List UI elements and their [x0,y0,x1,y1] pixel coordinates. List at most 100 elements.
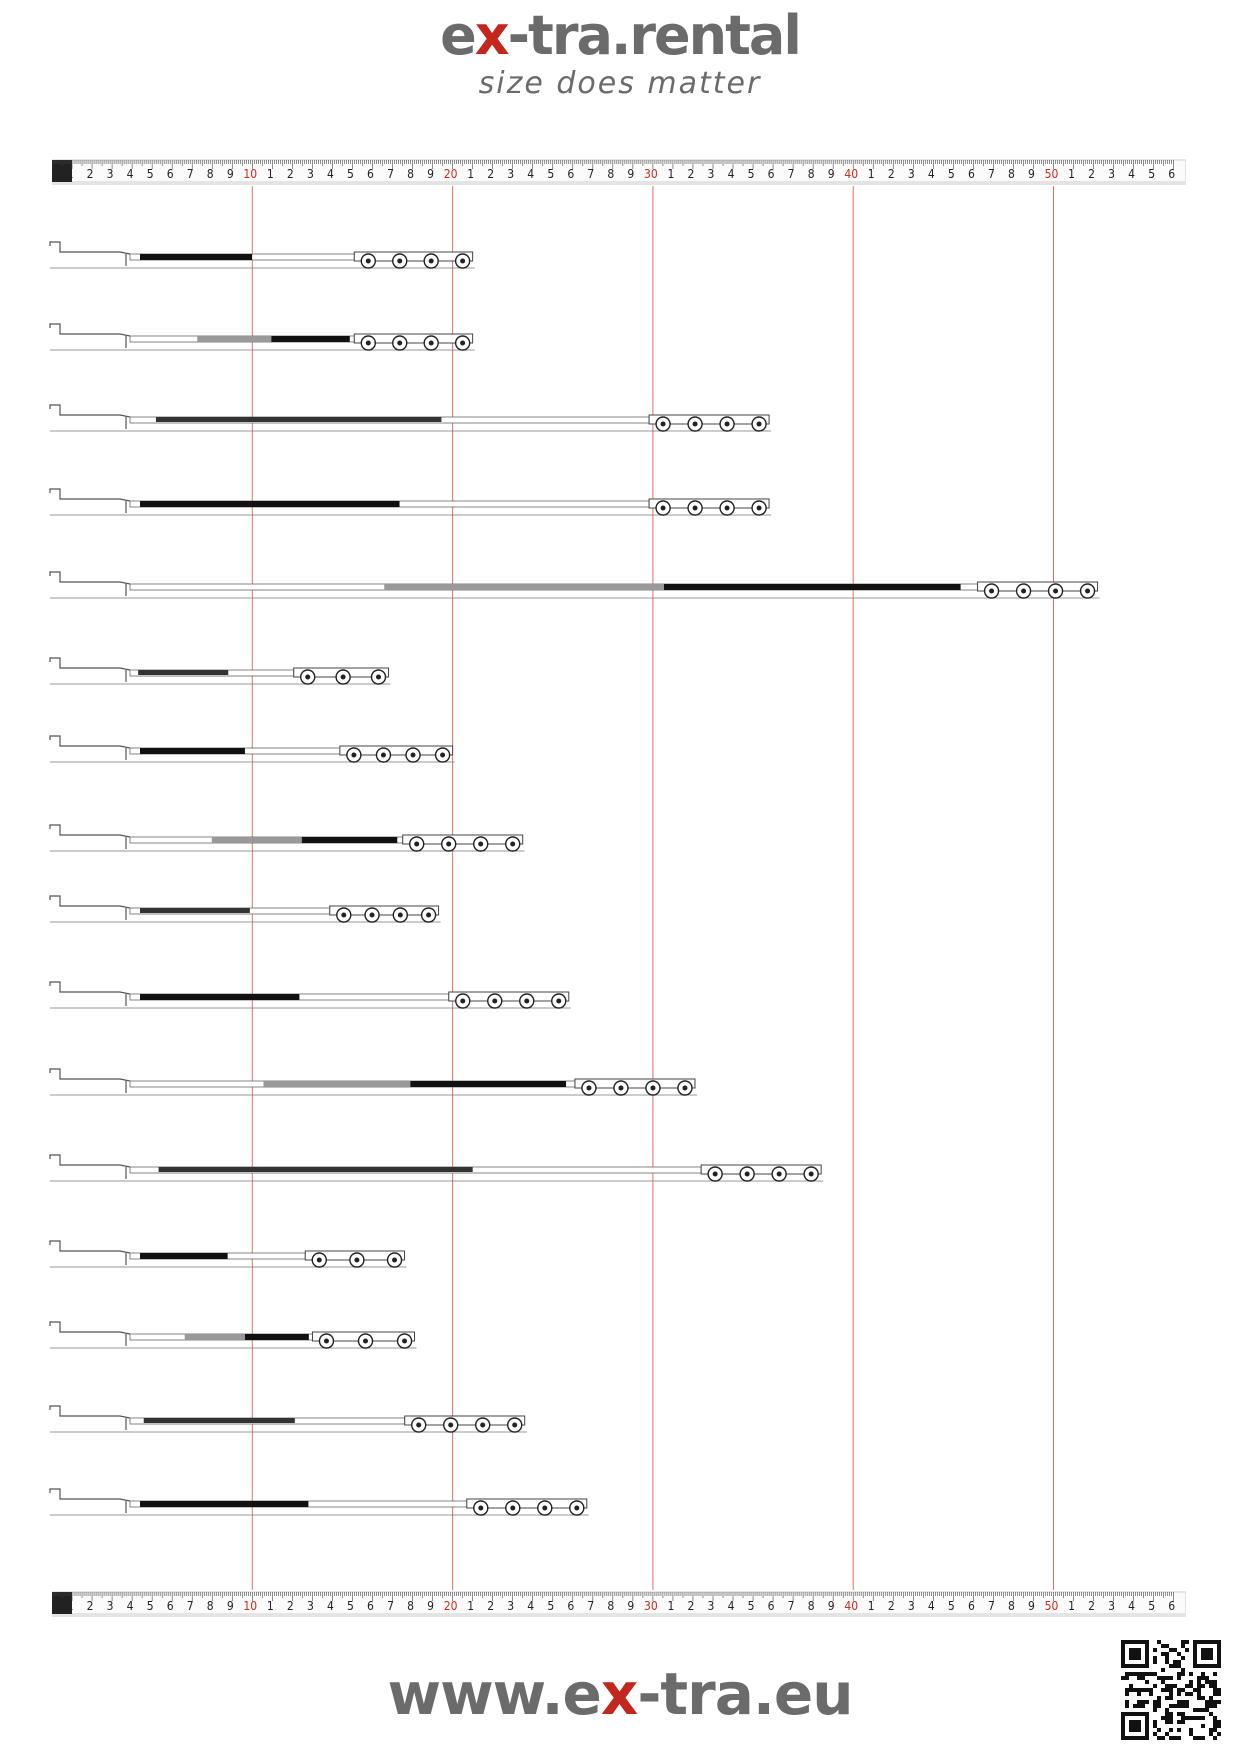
ruler-number: 1 [67,1599,74,1613]
ruler-number: 50 [1045,1599,1059,1613]
ruler-number: 9 [828,1599,835,1613]
ruler-number: 3 [908,167,915,181]
ruler-number: 5 [748,1599,755,1613]
ruler-number: 1 [67,167,74,181]
ruler-number: 4 [1128,167,1135,181]
tagline: size does matter [478,66,762,101]
ruler-number: 6 [968,1599,975,1613]
ruler-number: 8 [207,167,214,181]
ruler-number: 2 [888,167,895,181]
ruler-number: 5 [948,1599,955,1613]
tape-hook [52,160,72,182]
ruler-number: 5 [547,1599,554,1613]
ruler-number: 7 [988,1599,995,1613]
ruler-number: 8 [808,167,815,181]
ruler-number: 8 [1008,167,1015,181]
ruler-number: 4 [1128,1599,1135,1613]
ruler-number: 20 [444,1599,458,1613]
ruler-number: 5 [147,167,154,181]
ruler-number: 8 [207,1599,214,1613]
ruler-number: 1 [467,167,474,181]
ruler-number: 2 [688,167,695,181]
trailer-13 [49,1240,407,1268]
ruler-number: 1 [1068,167,1075,181]
ruler-number: 4 [327,167,334,181]
ruler-number: 9 [627,1599,634,1613]
ruler-number: 5 [147,1599,154,1613]
ruler-number: 3 [107,167,114,181]
trailer-12 [49,1154,824,1182]
ruler-number: 3 [708,1599,715,1613]
measuring-tape-top: 1 2 3 4 5 6 7 8 9 10 1 2 3 4 5 6 7 8 9 20 1 2 3 4 5 6 7 8 9 30 1 2 3 4 5 6 7… [52,159,1186,185]
ruler-number: 5 [347,1599,354,1613]
ruler-number: 30 [644,167,658,181]
ruler-number: 9 [1028,1599,1035,1613]
ruler-number: 4 [527,167,534,181]
ruler-number: 3 [507,167,514,181]
ruler-number: 50 [1045,167,1059,181]
ruler-number: 4 [728,167,735,181]
ruler-number: 8 [407,167,414,181]
trailer-16 [49,1488,589,1516]
trailer-9 [49,895,441,923]
ruler-number: 4 [928,1599,935,1613]
ruler-number: 6 [768,167,775,181]
ruler-number: 2 [87,1599,94,1613]
ruler-number: 8 [407,1599,414,1613]
ruler-number: 3 [1108,1599,1115,1613]
ruler-number: 9 [427,167,434,181]
ruler-number: 7 [587,167,594,181]
ruler-number: 8 [808,1599,815,1613]
ruler-number: 6 [968,167,975,181]
trailer-11 [49,1068,697,1096]
ruler-number: 3 [1108,167,1115,181]
trailer-5 [49,571,1100,599]
ruler-number: 2 [688,1599,695,1613]
trailer-15 [49,1405,527,1433]
ruler-number: 9 [427,1599,434,1613]
ruler-number: 2 [1088,1599,1095,1613]
logo: ex-tra.rental size does matter [0,4,1240,101]
ruler-number: 7 [387,1599,394,1613]
ruler-number: 6 [367,167,374,181]
trailer-8 [49,824,525,852]
ruler-number: 1 [1068,1599,1075,1613]
ruler-number: 7 [587,1599,594,1613]
ruler-number: 5 [547,167,554,181]
ruler-number: 6 [567,1599,574,1613]
ruler-number: 6 [167,167,174,181]
measuring-tape-bottom: 1 2 3 4 5 6 7 8 9 10 1 2 3 4 5 6 7 8 9 20 1 2 3 4 5 6 7 8 9 30 1 2 3 4 5 6 7… [52,1591,1186,1617]
ruler-number: 1 [467,1599,474,1613]
ruler-number: 8 [607,1599,614,1613]
ruler-number: 6 [167,1599,174,1613]
website-url[interactable]: www.ex-tra.eu [387,1660,853,1728]
ruler-number: 7 [788,1599,795,1613]
trailer-1 [49,241,475,269]
ruler-number: 4 [127,167,134,181]
ruler-number: 2 [487,1599,494,1613]
ruler-number: 1 [667,167,674,181]
ruler-number: 4 [728,1599,735,1613]
ruler-number: 6 [367,1599,374,1613]
ruler-number: 6 [1168,167,1175,181]
ruler-number: 2 [287,1599,294,1613]
ruler-number: 9 [627,167,634,181]
qr-code-icon[interactable] [1121,1640,1221,1740]
ruler-number: 4 [327,1599,334,1613]
ruler-number: 9 [828,167,835,181]
ruler-number: 7 [988,167,995,181]
ruler-number: 5 [748,167,755,181]
ruler-number: 10 [243,167,257,181]
ruler-number: 5 [347,167,354,181]
ruler-number: 3 [307,1599,314,1613]
ruler-number: 1 [267,1599,274,1613]
trailer-14 [49,1321,417,1349]
ruler-number: 6 [768,1599,775,1613]
trailer-7 [49,735,455,763]
ruler-number: 6 [1168,1599,1175,1613]
ruler-number: 7 [387,167,394,181]
ruler-number: 40 [844,1599,858,1613]
ruler-number: 1 [868,1599,875,1613]
ruler-number: 7 [788,167,795,181]
